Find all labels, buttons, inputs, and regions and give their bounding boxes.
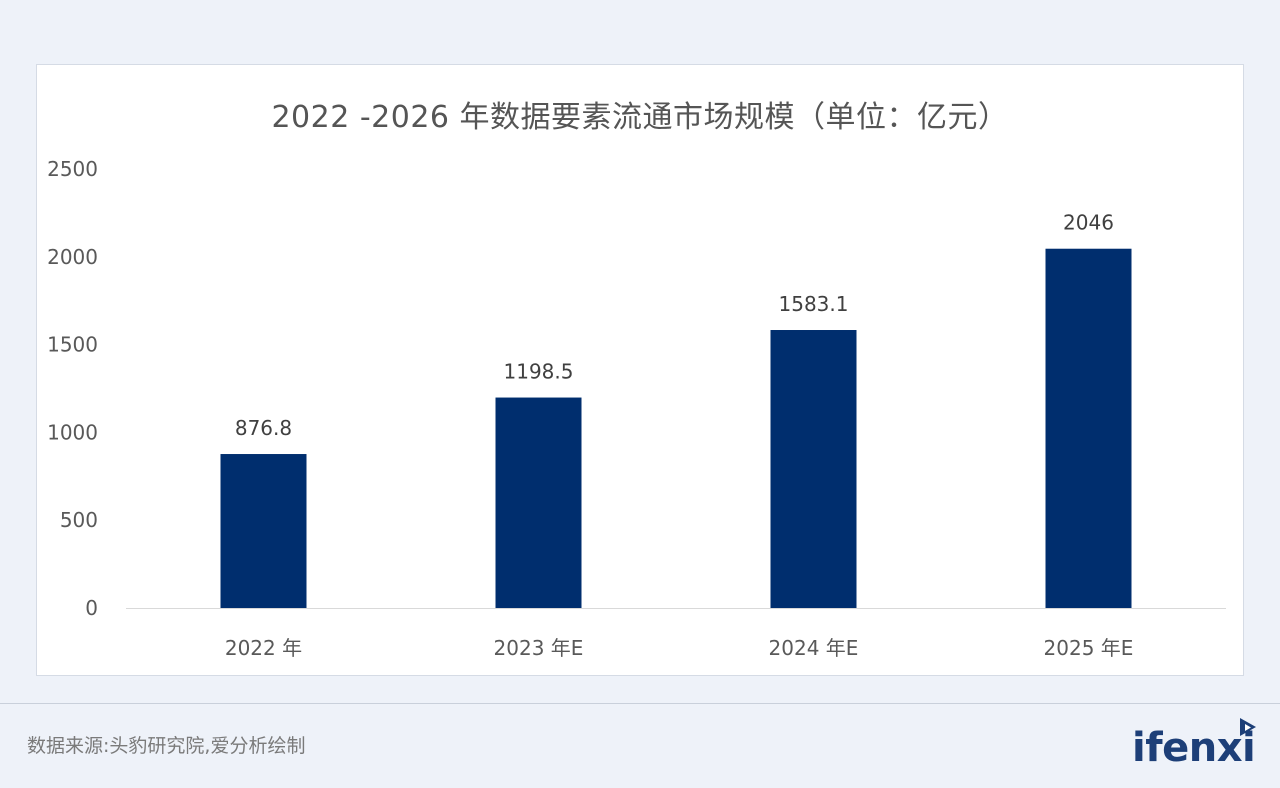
x-axis-ticks: 2022 年 2023 年E 2024 年E 2025 年E bbox=[225, 636, 1134, 660]
chart-title: 2022 -2026 年数据要素流通市场规模（单位：亿元） bbox=[271, 100, 1009, 135]
y-tick-label: 2000 bbox=[47, 245, 98, 269]
bar-value-label: 1198.5 bbox=[504, 360, 574, 384]
data-source-note: 数据来源:头豹研究院,爱分析绘制 bbox=[27, 735, 306, 757]
y-tick-label: 1000 bbox=[47, 420, 98, 444]
bar bbox=[1045, 248, 1132, 608]
x-tick-label: 2025 年E bbox=[1044, 636, 1134, 660]
y-tick-label: 1500 bbox=[47, 333, 98, 357]
y-tick-label: 0 bbox=[85, 596, 98, 620]
footer-divider bbox=[0, 703, 1280, 704]
y-axis-ticks: 0 500 1000 1500 2000 2500 bbox=[47, 157, 98, 620]
y-tick-label: 500 bbox=[60, 508, 98, 532]
ifenxi-logo-icon bbox=[1240, 718, 1256, 736]
bars bbox=[220, 248, 1132, 608]
ifenxi-logo: ifenxi bbox=[1132, 716, 1262, 770]
bar bbox=[770, 330, 857, 608]
bar-value-label: 1583.1 bbox=[779, 292, 849, 316]
bar-value-label: 2046 bbox=[1063, 211, 1114, 235]
data-labels: 876.8 1198.5 1583.1 2046 bbox=[235, 211, 1114, 440]
bar bbox=[220, 454, 307, 608]
bar-chart: 0 500 1000 1500 2000 2500 876.8 1198.5 1583.1 20… bbox=[47, 157, 1226, 660]
y-tick-label: 2500 bbox=[47, 157, 98, 181]
x-tick-label: 2024 年E bbox=[769, 636, 859, 660]
bar bbox=[495, 397, 582, 608]
bar-value-label: 876.8 bbox=[235, 416, 292, 440]
logo-wordmark: ifenxi bbox=[1132, 725, 1256, 771]
x-tick-label: 2023 年E bbox=[494, 636, 584, 660]
x-tick-label: 2022 年 bbox=[225, 636, 302, 660]
